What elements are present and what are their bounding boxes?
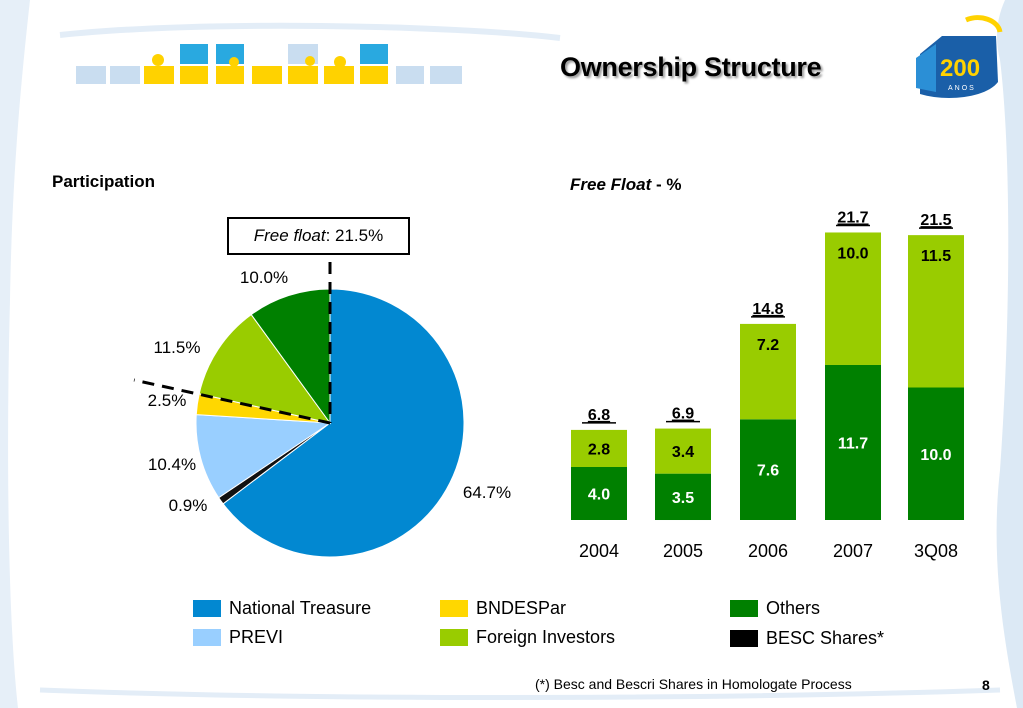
bar-total-2004: 6.8	[588, 407, 610, 424]
left-decor-swoosh	[0, 0, 30, 708]
legend-item-besc-shares: BESC Shares*	[730, 627, 884, 649]
page-number: 8	[982, 677, 990, 693]
free-float-bar-chart: 4.0 2.8 6.8 2004 3.5 3.4 6.9 2005 7.6 7.2 14.8 2006…	[571, 209, 964, 561]
free-float-divider-diagonal	[133, 378, 331, 425]
bar-label-foreign-investors-2004: 2.8	[588, 441, 610, 458]
bar-others-2004	[571, 467, 627, 520]
free-float-heading-italic: Free Float	[570, 175, 652, 194]
free-float-heading-suffix: - %	[651, 175, 682, 194]
anniversary-logo: 200 ANOS	[916, 15, 1003, 98]
footnote: (*) Besc and Bescri Shares in Homologate…	[535, 676, 852, 692]
bar-foreign-investors-2006	[740, 323, 796, 420]
legend-swatch-bndespar	[440, 599, 468, 617]
bar-others-2007	[825, 364, 881, 520]
free-float-callout-label: Free float	[253, 226, 326, 245]
bar-label-foreign-investors-2007: 10.0	[837, 245, 868, 262]
bar-foreign-investors-3q08	[908, 235, 964, 388]
pie-label-foreign-investors: 11.5%	[154, 338, 201, 357]
bar-label-foreign-investors-2005: 3.4	[672, 444, 694, 461]
pie-slice-foreign-investors	[198, 313, 332, 424]
bar-label-others-2006: 7.6	[757, 463, 779, 480]
pie-slice-others	[250, 288, 331, 425]
bar-total-3q08: 21.5	[920, 212, 951, 229]
pie-slice-previ	[195, 414, 332, 499]
bar-others-2006	[740, 419, 796, 520]
legend-swatch-others	[730, 599, 758, 617]
bar-label-others-2005: 3.5	[672, 490, 694, 507]
bar-foreign-investors-2005	[655, 428, 711, 474]
legend-label: BNDESPar	[476, 597, 567, 618]
pie-slice-national-treasure	[222, 288, 465, 558]
legend-item-others: Others	[730, 597, 820, 619]
x-tick-label-3q08: 3Q08	[914, 541, 958, 561]
bar-total-2007: 21.7	[837, 209, 868, 226]
free-float-callout: Free float: 21.5%	[227, 217, 410, 255]
logo-text: 200	[940, 55, 980, 82]
pie-label-bndespar: 2.5%	[148, 391, 187, 410]
legend-item-bndespar: BNDESPar	[440, 597, 566, 619]
legend-label: Foreign Investors	[476, 626, 616, 647]
participation-pie-chart: 64.7% 0.9% 10.4% 2.5% 11.5% 10.0%	[133, 262, 511, 558]
bar-total-2005: 6.9	[672, 406, 694, 423]
bar-others-3q08	[908, 387, 964, 520]
legend-item-foreign-investors: Foreign Investors	[440, 626, 615, 648]
legend-label: National Treasure	[229, 597, 372, 618]
top-decor-line	[59, 22, 561, 41]
legend-swatch-besc-shares	[730, 629, 758, 647]
legend-swatch-foreign-investors	[440, 628, 468, 646]
bar-total-2006: 14.8	[752, 301, 783, 318]
bar-label-others-2007: 11.7	[838, 435, 868, 452]
legend-swatch-national-treasure	[193, 599, 221, 617]
logo-subtext: ANOS	[948, 85, 976, 92]
legend-swatch-previ	[193, 628, 221, 646]
legend-item-national-treasure: National Treasure	[193, 597, 371, 619]
legend-item-previ: PREVI	[193, 626, 283, 648]
bar-others-2005	[655, 473, 711, 521]
bar-label-foreign-investors-2006: 7.2	[757, 337, 779, 354]
legend-label: Others	[766, 597, 821, 618]
x-tick-label-2005: 2005	[663, 541, 703, 561]
x-tick-label-2007: 2007	[833, 541, 873, 561]
bar-label-others-2004: 4.0	[588, 487, 610, 504]
participation-heading: Participation	[52, 172, 155, 191]
pie-label-besc-shares: 0.9%	[169, 496, 208, 515]
pie-label-national-treasure: 64.7%	[463, 483, 511, 502]
right-decor-swoosh	[996, 0, 1023, 708]
bar-label-foreign-investors-3q08: 11.5	[921, 248, 951, 265]
pie-label-others: 10.0%	[240, 268, 288, 287]
legend-label: BESC Shares*	[766, 627, 885, 648]
bottom-decor-line	[39, 687, 1001, 700]
x-tick-label-2006: 2006	[748, 541, 788, 561]
pie-label-previ: 10.4%	[148, 455, 196, 474]
bar-foreign-investors-2004	[571, 429, 627, 467]
legend-label: PREVI	[229, 626, 284, 647]
header-mosaic-decoration	[76, 44, 462, 84]
free-float-heading: Free Float - %	[570, 175, 681, 195]
x-tick-label-2004: 2004	[579, 541, 619, 561]
free-float-callout-value: : 21.5%	[325, 226, 384, 245]
page-title: Ownership Structure	[560, 52, 822, 82]
bar-label-others-3q08: 10.0	[920, 447, 951, 464]
bar-foreign-investors-2007	[825, 232, 881, 365]
